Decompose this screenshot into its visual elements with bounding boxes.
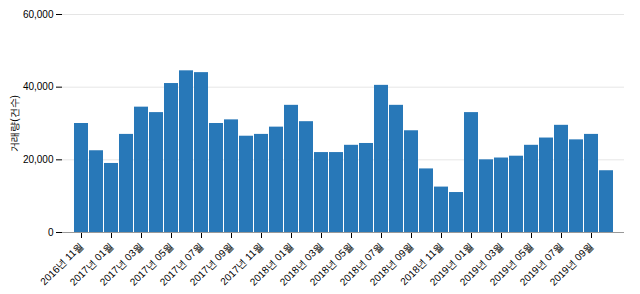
svg-text:2018년 09월: 2018년 09월 (367, 240, 416, 288)
svg-text:2019년 05월: 2019년 05월 (487, 240, 536, 288)
svg-text:2017년 09월: 2017년 09월 (187, 240, 236, 288)
svg-text:60,000: 60,000 (23, 9, 54, 20)
svg-text:2019년 03월: 2019년 03월 (457, 240, 506, 288)
svg-text:40,000: 40,000 (23, 81, 54, 92)
svg-text:2018년 05월: 2018년 05월 (307, 240, 356, 288)
svg-text:거래량(건수): 거래량(건수) (9, 95, 20, 152)
svg-text:2018년 11월: 2018년 11월 (398, 240, 446, 288)
svg-text:2017년 03월: 2017년 03월 (97, 240, 146, 288)
svg-text:20,000: 20,000 (23, 154, 54, 165)
svg-text:2017년 07월: 2017년 07월 (157, 240, 206, 288)
svg-text:2018년 03월: 2018년 03월 (277, 240, 326, 288)
svg-text:2017년 11월: 2017년 11월 (218, 240, 266, 288)
svg-text:2019년 07월: 2019년 07월 (517, 240, 566, 288)
svg-text:2017년 01월: 2017년 01월 (67, 240, 116, 288)
svg-text:0: 0 (48, 227, 54, 238)
svg-text:2019년 09월: 2019년 09월 (548, 240, 595, 287)
svg-text:2017년 05월: 2017년 05월 (127, 240, 176, 288)
svg-text:2016년 11월: 2016년 11월 (38, 240, 86, 288)
svg-text:2018년 07월: 2018년 07월 (337, 240, 386, 288)
svg-text:2018년 01월: 2018년 01월 (247, 240, 296, 288)
svg-text:2019년 01월: 2019년 01월 (427, 240, 476, 288)
